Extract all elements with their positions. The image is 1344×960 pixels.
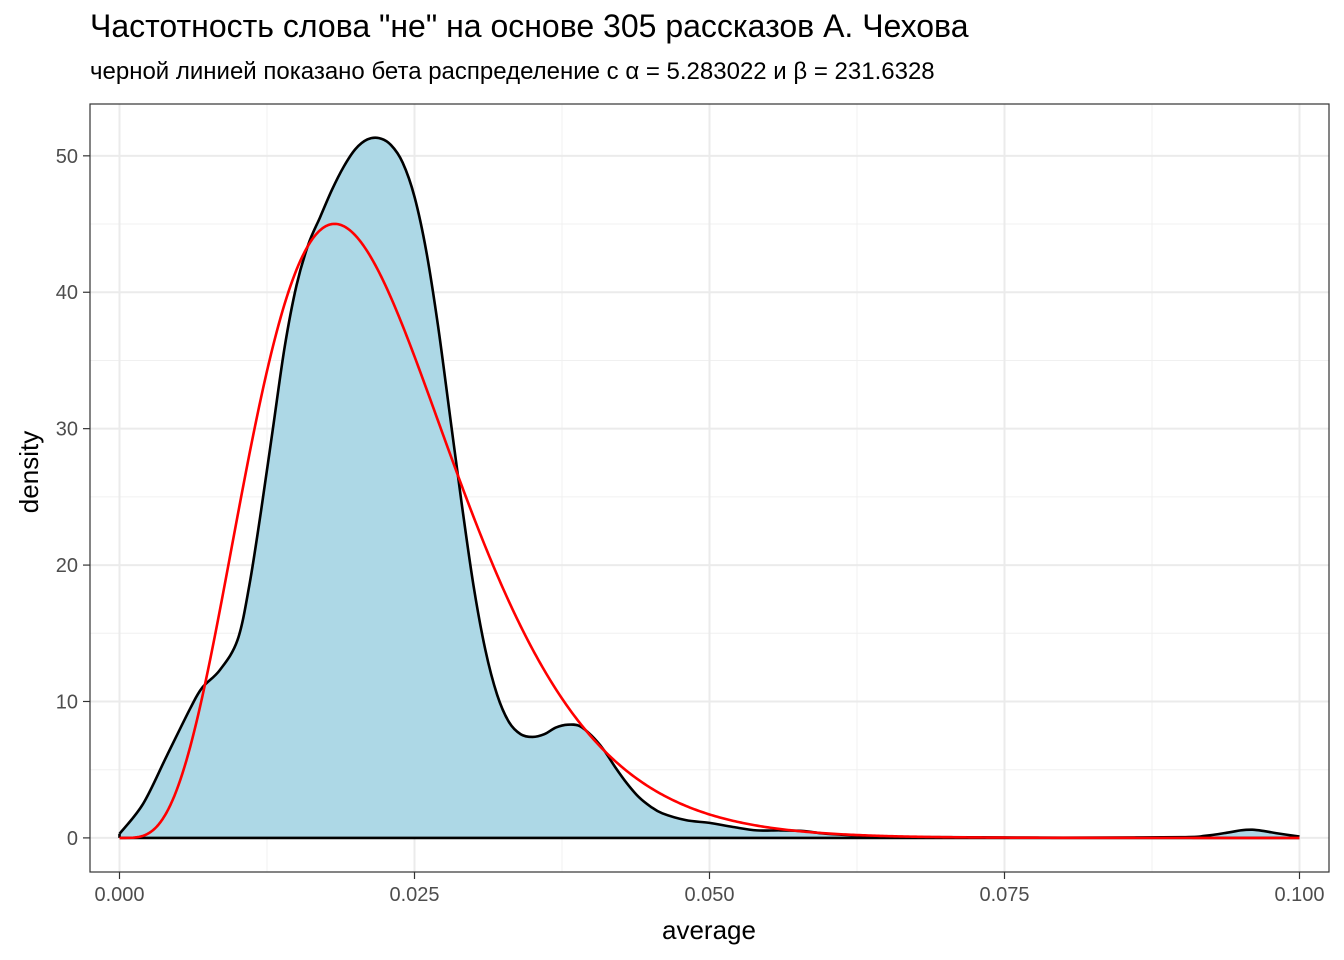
x-tick-label: 0.050: [684, 884, 734, 906]
x-tick-label: 0.000: [94, 884, 144, 906]
chart-subtitle: черной линией показано бета распределени…: [90, 58, 935, 85]
y-tick-label: 50: [56, 146, 78, 168]
y-tick-label: 20: [56, 555, 78, 577]
chart-marks: [118, 136, 1300, 840]
density-area: [119, 137, 1300, 838]
x-tick-label: 0.100: [1274, 884, 1324, 906]
x-tick-label: 0.075: [979, 884, 1029, 906]
y-tick-label: 10: [56, 691, 78, 713]
beta-curve: [119, 222, 1300, 840]
chart-title: Частотность слова "не" на основе 305 рас…: [90, 8, 969, 44]
y-tick-label: 0: [67, 828, 78, 850]
axis-ticks: 0.000 0.025 0.050 0.075 0.100 0 10 20 30 40 50: [56, 146, 1325, 906]
y-tick-label: 30: [56, 419, 78, 441]
y-tick-label: 40: [56, 282, 78, 304]
x-tick-label: 0.025: [389, 884, 439, 906]
x-axis-title: average: [662, 915, 756, 945]
y-axis-title: density: [14, 431, 44, 513]
